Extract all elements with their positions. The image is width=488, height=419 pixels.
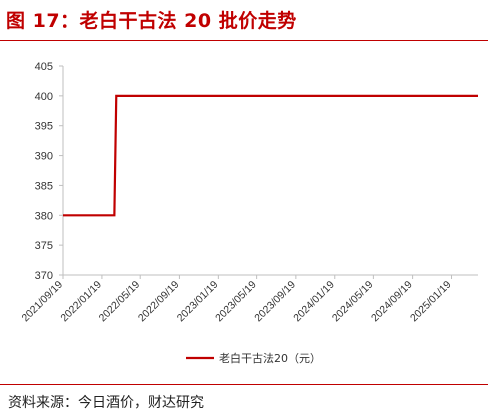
y-tick-label: 405 <box>35 61 53 73</box>
y-tick-label: 400 <box>35 91 53 103</box>
figure-title: 图 17：老白干古法 20 批价走势 <box>6 10 297 32</box>
y-tick-label: 380 <box>35 210 53 222</box>
x-axis: 2021/09/192022/01/192022/05/192022/09/19… <box>19 274 478 325</box>
x-tick-label: 2023/09/19 <box>252 279 298 325</box>
series-layer <box>63 94 478 217</box>
title-rule <box>0 40 488 41</box>
y-tick-label: 375 <box>35 240 53 252</box>
legend-label: 老白干古法20（元） <box>219 351 321 365</box>
chart-area: 370 375 380 385 390 395 400 405 2021/09/19 2022/… <box>0 44 488 384</box>
y-tick-label: 390 <box>35 151 53 163</box>
x-tick-label: 2023/05/19 <box>213 279 259 325</box>
figure-header: 图 17：老白干古法 20 批价走势 <box>0 0 488 44</box>
x-tick-label: 2022/09/19 <box>136 279 182 325</box>
source-note: 资料来源：今日酒价，财达研究 <box>8 395 204 411</box>
y-tick-label: 385 <box>35 180 53 192</box>
x-tick-label: 2022/05/19 <box>97 279 143 325</box>
y-tick-label: 395 <box>35 121 53 133</box>
x-tick-label: 2025/01/19 <box>408 279 454 325</box>
legend: 老白干古法20（元） <box>186 351 321 365</box>
x-tick-label: 2024/05/19 <box>330 279 376 325</box>
source-rule <box>0 384 488 385</box>
y-axis: 370 375 380 385 390 395 400 405 <box>35 61 64 282</box>
x-tick-label: 2024/09/19 <box>369 279 415 325</box>
series-line <box>63 94 478 217</box>
x-tick-label: 2021/09/19 <box>19 279 65 325</box>
y-tick-label: 370 <box>35 270 53 282</box>
